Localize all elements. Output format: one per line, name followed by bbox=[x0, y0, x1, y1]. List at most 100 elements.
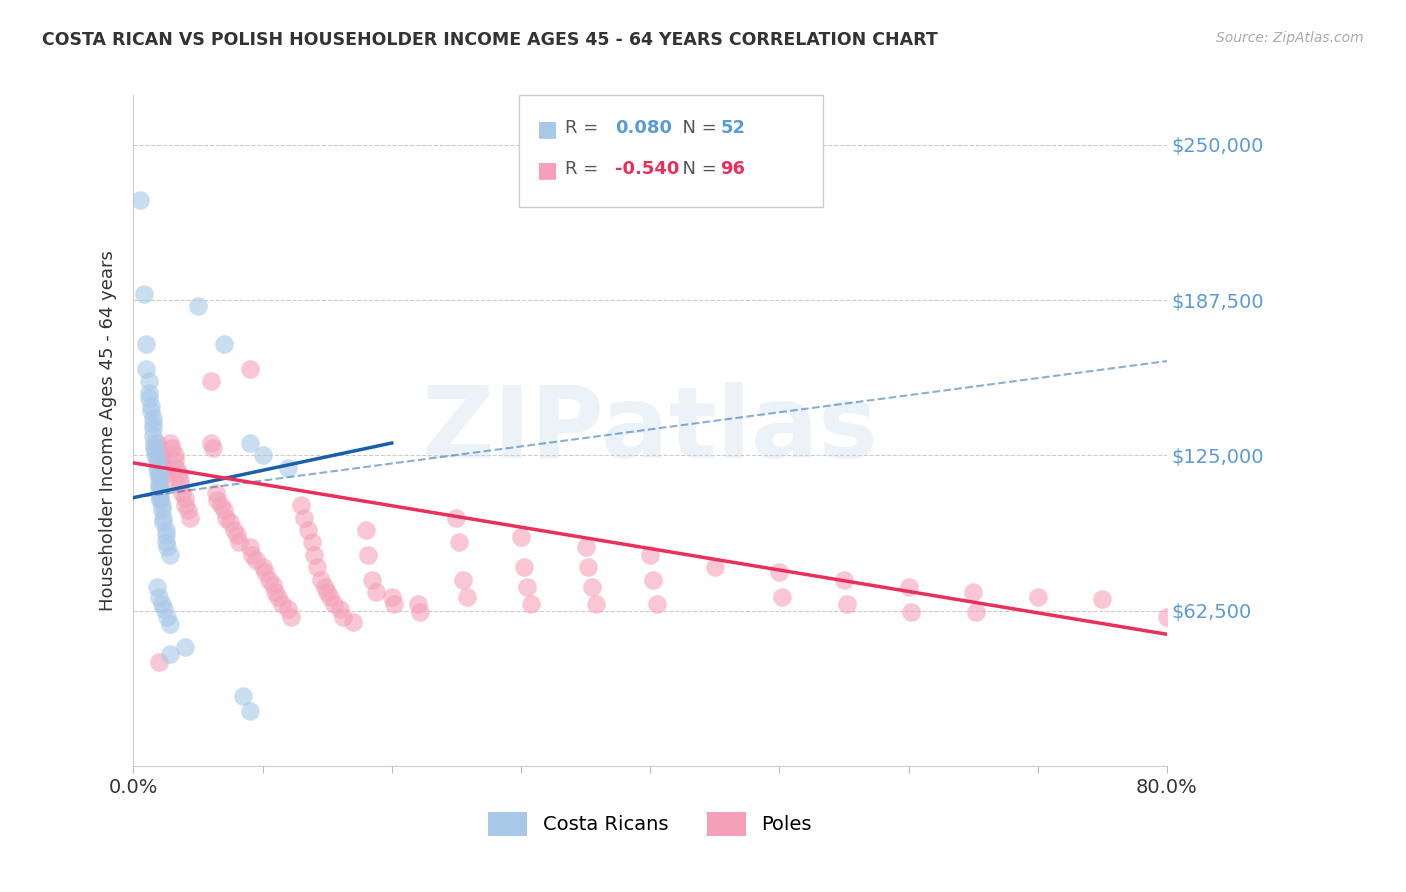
Point bbox=[141, 399, 163, 413]
Point bbox=[150, 598, 173, 612]
Point bbox=[252, 449, 274, 463]
Point bbox=[245, 553, 267, 567]
Point bbox=[512, 560, 534, 574]
Point bbox=[160, 441, 183, 455]
Point bbox=[381, 590, 404, 604]
Point bbox=[155, 473, 177, 487]
Point bbox=[149, 485, 172, 500]
Y-axis label: Householder Income Ages 45 - 64 years: Householder Income Ages 45 - 64 years bbox=[100, 250, 117, 611]
Point bbox=[200, 436, 222, 450]
Point bbox=[155, 523, 177, 537]
Point bbox=[382, 598, 405, 612]
Point bbox=[239, 541, 262, 555]
Point bbox=[149, 491, 172, 505]
Point bbox=[510, 530, 533, 544]
Point bbox=[332, 610, 354, 624]
Point bbox=[224, 523, 246, 537]
Point bbox=[148, 446, 170, 460]
Point bbox=[148, 441, 170, 455]
Point bbox=[176, 503, 198, 517]
Text: ■: ■ bbox=[537, 161, 558, 180]
Text: ZIPatlas: ZIPatlas bbox=[422, 382, 879, 479]
Point bbox=[209, 498, 232, 512]
Point bbox=[187, 300, 209, 314]
Point bbox=[257, 573, 280, 587]
Text: N =: N = bbox=[671, 161, 723, 178]
Point bbox=[143, 449, 166, 463]
Point bbox=[150, 456, 173, 470]
Point bbox=[239, 704, 262, 718]
Text: R =: R = bbox=[565, 120, 605, 137]
Point bbox=[138, 392, 160, 406]
Point bbox=[1156, 610, 1178, 624]
Point bbox=[135, 336, 157, 351]
Point bbox=[148, 655, 170, 669]
Point bbox=[641, 573, 664, 587]
Point bbox=[965, 605, 987, 619]
Point bbox=[581, 580, 603, 594]
Point bbox=[447, 535, 470, 549]
Point bbox=[202, 441, 225, 455]
Point bbox=[152, 516, 174, 530]
Point bbox=[145, 436, 167, 450]
Point bbox=[451, 573, 474, 587]
Point bbox=[297, 523, 319, 537]
Point bbox=[179, 510, 201, 524]
Point bbox=[205, 485, 228, 500]
Point bbox=[143, 441, 166, 455]
Point bbox=[148, 468, 170, 483]
Point bbox=[145, 580, 167, 594]
Point bbox=[252, 560, 274, 574]
Point bbox=[146, 466, 169, 480]
Point bbox=[200, 374, 222, 388]
Point bbox=[292, 510, 315, 524]
Point bbox=[314, 580, 336, 594]
Point bbox=[172, 485, 194, 500]
Point bbox=[156, 541, 179, 555]
Text: R =: R = bbox=[565, 161, 605, 178]
Point bbox=[406, 598, 429, 612]
Point bbox=[239, 436, 262, 450]
Point bbox=[156, 610, 179, 624]
Point bbox=[962, 585, 984, 599]
Point bbox=[174, 498, 197, 512]
Point bbox=[240, 548, 263, 562]
Point bbox=[585, 598, 607, 612]
Point bbox=[132, 287, 155, 301]
Point bbox=[520, 598, 543, 612]
Point bbox=[264, 585, 287, 599]
Point bbox=[145, 450, 167, 465]
Point bbox=[142, 421, 165, 435]
Point bbox=[219, 516, 242, 530]
Point bbox=[159, 548, 181, 562]
Text: 0.080: 0.080 bbox=[614, 120, 672, 137]
Point bbox=[770, 590, 793, 604]
Point bbox=[142, 428, 165, 442]
Point bbox=[215, 510, 238, 524]
Point bbox=[254, 565, 277, 579]
Point bbox=[277, 602, 299, 616]
Point bbox=[143, 443, 166, 458]
Point bbox=[212, 503, 235, 517]
Point bbox=[277, 461, 299, 475]
Point bbox=[290, 498, 312, 512]
Legend: Costa Ricans, Poles: Costa Ricans, Poles bbox=[481, 804, 820, 843]
Text: ■: ■ bbox=[537, 120, 558, 139]
Point bbox=[153, 602, 176, 616]
Point bbox=[228, 535, 250, 549]
Point bbox=[163, 449, 186, 463]
Point bbox=[900, 605, 922, 619]
Point bbox=[155, 528, 177, 542]
Point bbox=[897, 580, 920, 594]
Text: -0.540: -0.540 bbox=[614, 161, 679, 178]
Point bbox=[152, 510, 174, 524]
Point bbox=[516, 580, 538, 594]
Point bbox=[271, 598, 294, 612]
Point bbox=[366, 585, 388, 599]
Point bbox=[645, 598, 668, 612]
Point bbox=[835, 598, 858, 612]
Text: Source: ZipAtlas.com: Source: ZipAtlas.com bbox=[1216, 31, 1364, 45]
Point bbox=[446, 510, 468, 524]
Point bbox=[148, 478, 170, 492]
Point bbox=[703, 560, 725, 574]
